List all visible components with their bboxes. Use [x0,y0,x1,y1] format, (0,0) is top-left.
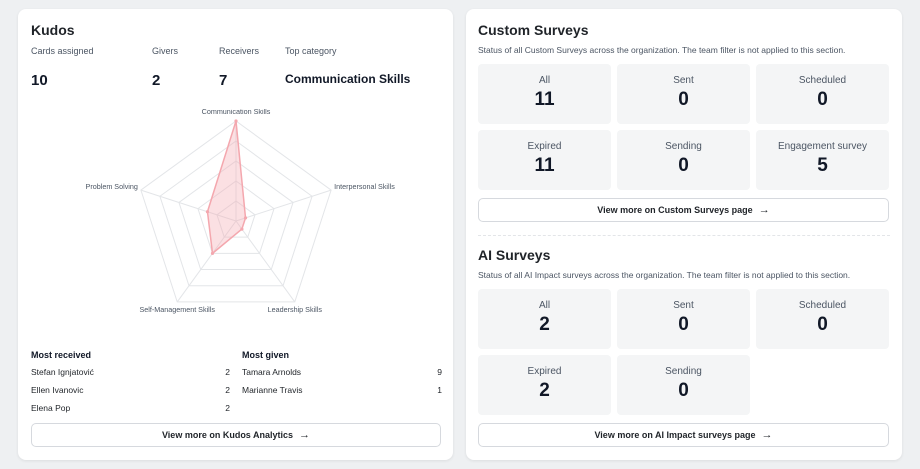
tile-value: 0 [678,155,689,176]
received-name: Ellen Ivanovic [31,385,84,395]
tile-value: 0 [678,380,689,401]
kudos-title: Kudos [31,22,75,38]
tile-value: 0 [817,89,828,110]
given-name: Tamara Arnolds [242,367,302,377]
tile-label: Sent [673,300,694,311]
radar-grid-ring [140,120,332,303]
list-item: Tamara Arnolds 9 [242,367,442,381]
radar-data-point [234,119,238,123]
view-ai-impact-surveys-label: View more on AI Impact surveys page [594,430,756,440]
radar-grid-ring [197,180,275,254]
kudos-card: Kudos Cards assigned Givers Receivers To… [18,9,453,460]
list-item: Marianne Travis 1 [242,385,442,399]
stat-value-receivers: 7 [219,72,228,89]
radar-axis-label: Self-Management Skills [139,305,215,314]
tile-label: All [538,75,551,86]
radar-axis-label: Communication Skills [202,109,271,116]
tile-expired: Expired 11 [478,130,611,190]
stat-value-top-category: Communication Skills [285,72,411,86]
tile-label: Expired [527,141,562,152]
list-item: Elena Pop 2 [31,403,230,417]
tile-value: 5 [817,155,828,176]
given-name: Marianne Travis [242,385,303,395]
list-item: Stefan Ignjatović 2 [31,367,230,381]
custom-surveys-description: Status of all Custom Surveys across the … [478,45,846,55]
radar-axis-line [140,189,237,222]
tile-label: Sending [665,366,702,377]
tile-expired: Expired 2 [478,355,611,415]
view-kudos-analytics-button[interactable]: View more on Kudos Analytics → [31,423,441,447]
tile-label: Sending [665,141,702,152]
tile-engagement-survey: Engagement survey 5 [756,130,889,190]
received-count: 2 [225,403,230,413]
radar-data-point [243,216,248,220]
tile-value: 11 [534,155,555,176]
section-divider [478,235,890,236]
stat-label-top-category: Top category [285,46,337,56]
kudos-radar-chart: Communication Skills Interpersonal Skills… [86,109,396,314]
tile-sent: Sent 0 [617,289,750,349]
received-count: 2 [225,385,230,395]
received-name: Elena Pop [31,403,71,413]
tile-label: Engagement survey [778,141,867,152]
tile-sending: Sending 0 [617,355,750,415]
most-given-title: Most given [242,350,290,360]
arrow-right-icon: → [299,428,311,441]
radar-axis-line [235,189,332,222]
tile-all: All 11 [478,64,611,124]
radar-grid-ring [216,200,256,238]
radar-data-point [205,210,210,214]
tile-scheduled: Scheduled 0 [756,289,889,349]
given-count: 1 [437,385,442,395]
stat-label-givers: Givers [152,46,179,56]
tile-value: 2 [539,380,550,401]
radar-axis-line [176,220,237,303]
radar-data-point [210,251,215,255]
radar-data-point [240,227,244,231]
received-count: 2 [225,367,230,377]
tile-value: 2 [539,314,550,335]
radar-axis-label: Problem Solving [86,182,138,191]
tile-label: Scheduled [798,300,847,311]
view-kudos-analytics-label: View more on Kudos Analytics [161,430,294,440]
ai-surveys-description: Status of all AI Impact surveys across t… [478,270,851,280]
stat-value-givers: 2 [152,72,161,89]
arrow-right-icon: → [758,203,770,216]
radar-series-area [206,120,247,255]
tile-all: All 2 [478,289,611,349]
view-custom-surveys-label: View more on Custom Surveys page [597,205,753,215]
radar-axis-line [235,220,296,303]
tile-label: Scheduled [798,75,847,86]
tile-value: 0 [678,314,689,335]
radar-axis-label: Interpersonal Skills [334,182,395,191]
ai-surveys-title: AI Surveys [478,247,551,263]
tile-label: Sent [673,75,694,86]
tile-label: All [538,300,551,311]
tile-sending: Sending 0 [617,130,750,190]
stat-label-receivers: Receivers [219,46,260,56]
radar-grid-ring [159,140,313,287]
tile-label: Expired [527,366,562,377]
received-name: Stefan Ignjatović [31,367,94,377]
radar-axis-label: Leadership Skills [268,305,323,314]
tile-value: 11 [534,89,555,110]
list-item: Ellen Ivanovic 2 [31,385,230,399]
view-ai-impact-surveys-button[interactable]: View more on AI Impact surveys page → [478,423,889,447]
tile-value: 0 [678,89,689,110]
radar-grid-ring [178,160,294,271]
tile-sent: Sent 0 [617,64,750,124]
arrow-right-icon: → [761,428,773,441]
stat-value-cards-assigned: 10 [31,72,48,89]
tile-value: 0 [817,314,828,335]
view-custom-surveys-button[interactable]: View more on Custom Surveys page → [478,198,889,222]
tile-scheduled: Scheduled 0 [756,64,889,124]
surveys-card: Custom Surveys Status of all Custom Surv… [466,9,902,460]
given-count: 9 [437,367,442,377]
custom-surveys-title: Custom Surveys [478,22,589,38]
stat-label-cards-assigned: Cards assigned [31,46,94,56]
most-received-title: Most received [31,350,92,360]
